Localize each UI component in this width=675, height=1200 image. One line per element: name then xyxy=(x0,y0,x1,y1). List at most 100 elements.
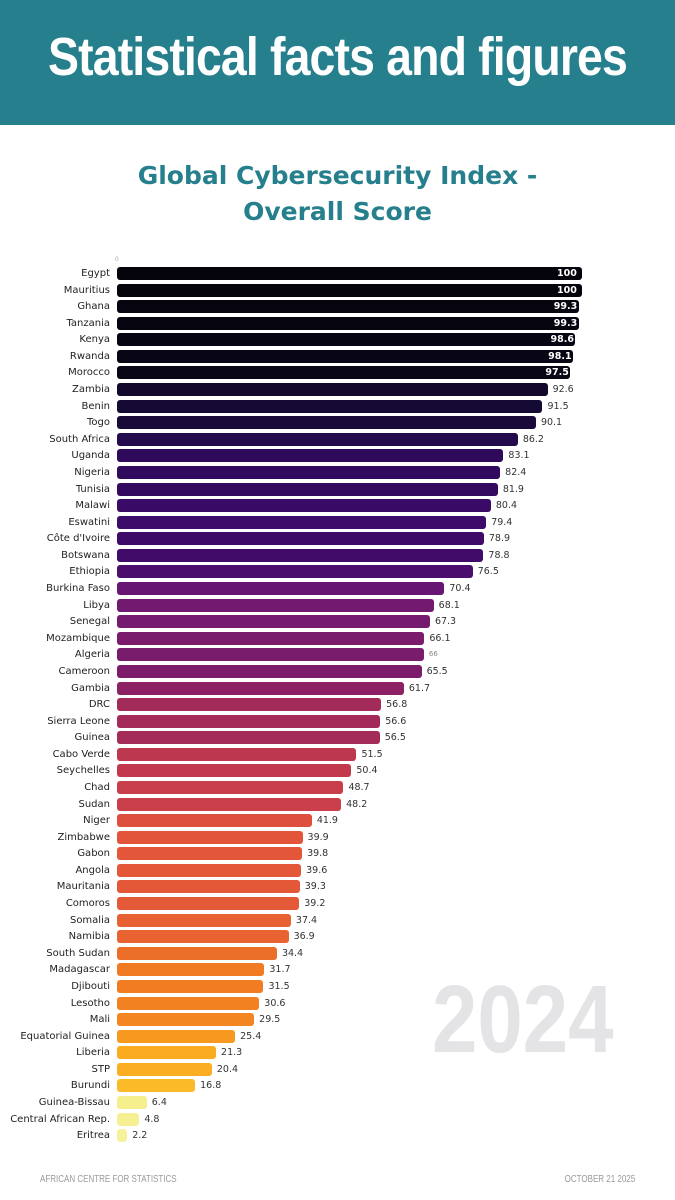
axis-tick-zero: 0 xyxy=(115,256,119,263)
value-label: 39.8 xyxy=(307,848,329,860)
bar xyxy=(117,780,344,794)
bar xyxy=(117,913,291,927)
category-label: Kenya xyxy=(79,334,110,346)
header-banner: Statistical facts and figures xyxy=(0,0,675,125)
footer-date: OCTOBER 21 2025 xyxy=(564,1174,635,1185)
category-label: Cabo Verde xyxy=(52,748,110,760)
value-label: 99.3 xyxy=(553,301,578,313)
category-label: Equatorial Guinea xyxy=(20,1030,110,1042)
bar xyxy=(117,996,260,1010)
bar xyxy=(117,664,422,678)
category-label: Seychelles xyxy=(56,765,110,777)
bar xyxy=(117,449,504,463)
bar xyxy=(117,565,473,579)
category-label: Eswatini xyxy=(68,516,110,528)
value-label: 50.4 xyxy=(356,765,378,777)
category-label: Somalia xyxy=(69,914,110,926)
category-label: Angola xyxy=(75,864,110,876)
value-label: 91.5 xyxy=(547,400,569,412)
bar xyxy=(117,946,277,960)
bar xyxy=(117,979,264,993)
value-label: 48.7 xyxy=(348,781,370,793)
bar xyxy=(117,863,302,877)
value-label: 39.2 xyxy=(304,898,326,910)
value-label: 41.9 xyxy=(316,815,338,827)
value-label: 36.9 xyxy=(293,931,315,943)
bar xyxy=(117,797,342,811)
value-label: 79.4 xyxy=(491,516,513,528)
bar xyxy=(117,465,501,479)
bar xyxy=(117,267,582,280)
value-label: 68.1 xyxy=(438,599,460,611)
category-label: Egypt xyxy=(81,268,110,279)
category-label: Niger xyxy=(83,815,110,827)
value-label: 25.4 xyxy=(240,1030,262,1042)
bar xyxy=(117,349,574,363)
category-label: Lesotho xyxy=(70,997,110,1009)
bar xyxy=(117,532,484,546)
bar xyxy=(117,1013,255,1027)
bar xyxy=(117,814,312,828)
category-label: Liberia xyxy=(76,1047,110,1059)
value-label: 78.9 xyxy=(488,533,511,545)
value-label: 48.2 xyxy=(346,798,368,810)
bar xyxy=(117,1029,236,1043)
bar xyxy=(117,1046,217,1060)
bar xyxy=(117,631,425,645)
bar xyxy=(117,830,303,844)
bar xyxy=(117,383,548,397)
value-label: 92.6 xyxy=(552,384,574,396)
category-label: Mauritania xyxy=(56,881,110,893)
bar xyxy=(117,648,424,662)
category-label: Namibia xyxy=(68,931,110,943)
category-label: Malawi xyxy=(75,500,110,512)
value-label: 86.2 xyxy=(522,433,544,445)
value-label: 20.4 xyxy=(216,1063,239,1075)
bar xyxy=(117,482,498,496)
value-label: 34.4 xyxy=(281,947,304,959)
category-label: South Sudan xyxy=(46,947,110,959)
category-label: Tunisia xyxy=(75,483,110,495)
category-label: Libya xyxy=(83,599,110,611)
category-label: Madagascar xyxy=(49,964,110,976)
value-label: 81.9 xyxy=(502,483,524,495)
value-label: 21.3 xyxy=(221,1047,243,1059)
value-label: 6.4 xyxy=(151,1097,167,1108)
bar xyxy=(117,880,300,894)
value-label: 100 xyxy=(557,284,577,296)
bar xyxy=(117,897,300,911)
category-label: Zambia xyxy=(72,384,110,396)
value-label: 51.5 xyxy=(361,748,383,760)
bar xyxy=(117,1079,196,1093)
bar xyxy=(117,963,265,977)
category-label: Djibouti xyxy=(71,980,110,992)
category-label: Togo xyxy=(87,417,110,429)
category-label: Tanzania xyxy=(66,317,110,329)
category-label: Eritrea xyxy=(76,1130,110,1142)
category-label: Senegal xyxy=(69,616,110,628)
category-label: STP xyxy=(91,1063,111,1075)
value-label: 67.3 xyxy=(434,616,457,628)
category-label: Cameroon xyxy=(58,665,110,677)
value-label: 83.1 xyxy=(508,450,530,462)
bar xyxy=(117,714,381,728)
value-label: 66 xyxy=(428,650,438,659)
value-label: 30.6 xyxy=(264,997,286,1009)
bar xyxy=(117,582,445,596)
category-label: Ghana xyxy=(77,301,110,313)
value-label: 61.7 xyxy=(408,682,431,694)
category-label: Rwanda xyxy=(69,350,110,362)
bar xyxy=(117,847,303,861)
category-label: Sierra Leone xyxy=(47,715,110,727)
category-label: Uganda xyxy=(71,450,110,462)
category-label: Burundi xyxy=(70,1080,110,1092)
value-label: 78.8 xyxy=(488,549,510,561)
bar xyxy=(117,598,434,612)
bar xyxy=(117,698,382,712)
value-label: 31.7 xyxy=(269,964,291,976)
category-label: Algeria xyxy=(74,649,110,661)
value-label: 82.4 xyxy=(505,466,527,478)
category-label: Benin xyxy=(81,400,110,412)
bar xyxy=(117,366,571,380)
